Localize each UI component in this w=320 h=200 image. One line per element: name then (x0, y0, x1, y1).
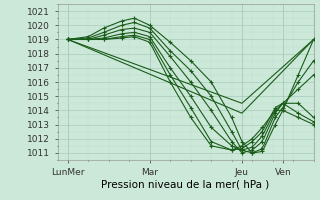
X-axis label: Pression niveau de la mer( hPa ): Pression niveau de la mer( hPa ) (101, 179, 270, 189)
